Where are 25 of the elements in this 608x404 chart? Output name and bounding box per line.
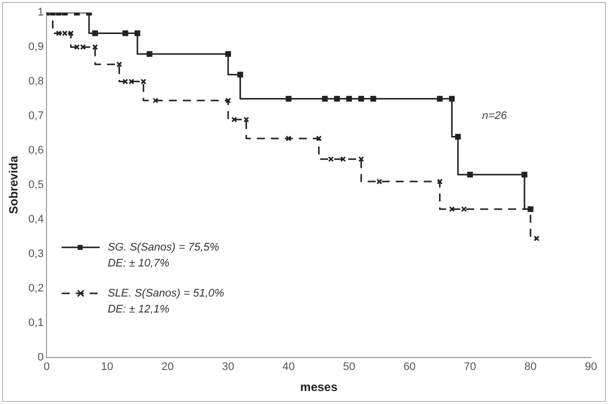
legend-label: SG. S(Sanos) = 75,5% DE: ± 10,7%: [108, 241, 220, 270]
y-tick-label: 0: [38, 351, 44, 364]
y-tick-label: 0,4: [28, 214, 44, 226]
x-tick-label: 60: [403, 361, 416, 374]
y-tick-label: 0,1: [28, 316, 44, 329]
annotation: n=26: [482, 110, 508, 122]
x-tick-label: 40: [282, 361, 295, 374]
legend-label: SLE. S(Sanos) = 51,0% DE: ± 12,1%: [108, 287, 224, 316]
y-tick-label: 0,6: [28, 144, 44, 157]
y-tick-label: 0,3: [28, 248, 44, 260]
y-tick-label: 0,8: [28, 76, 44, 88]
x-axis-title: meses: [300, 380, 338, 394]
x-tick-label: 80: [524, 361, 537, 374]
x-tick-label: 10: [101, 361, 114, 374]
y-tick-label: 0,5: [28, 179, 44, 192]
x-tick-label: 30: [222, 361, 234, 374]
x-tick-label: 70: [464, 361, 476, 374]
x-tick-label: 90: [584, 361, 598, 374]
x-tick-label: 20: [162, 361, 174, 374]
y-tick-label: 0,7: [28, 110, 44, 122]
x-tick-label: 50: [342, 361, 356, 374]
y-tick-label: 0,2: [28, 282, 44, 294]
y-tick-label: 1: [38, 6, 44, 19]
y-tick-label: 0,9: [28, 41, 44, 54]
y-axis-title: Sobrevida: [6, 156, 21, 214]
